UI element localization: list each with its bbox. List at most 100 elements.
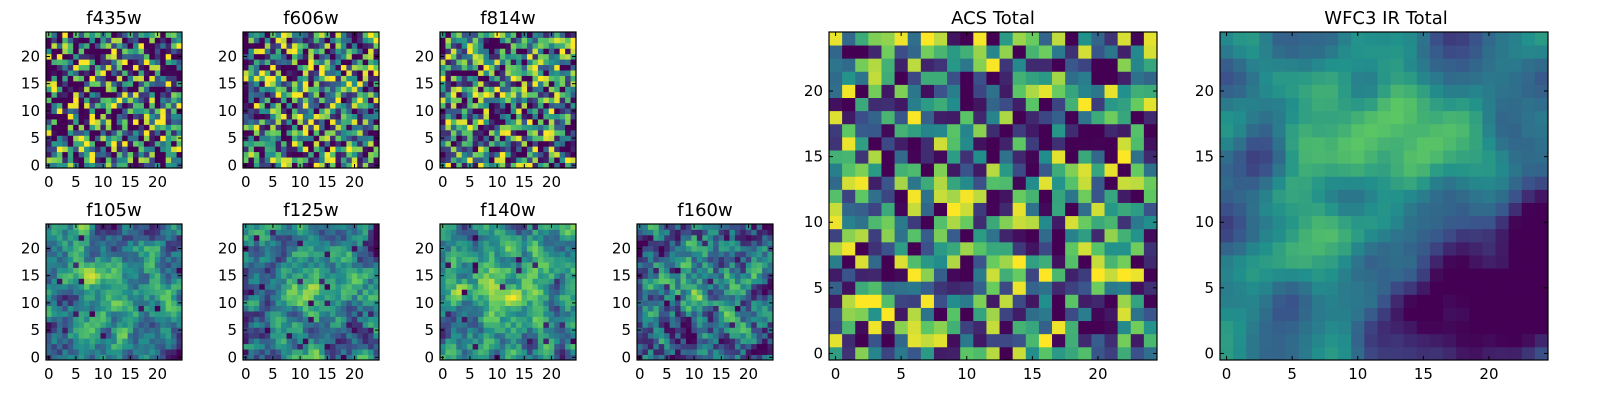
heatmap-cell <box>842 202 856 217</box>
heatmap-cell <box>696 349 703 355</box>
heatmap-cell <box>702 245 709 252</box>
heatmap-cell <box>154 140 161 147</box>
heatmap-cell <box>78 91 85 98</box>
heatmap-cell <box>154 283 161 290</box>
heatmap-cell <box>253 251 260 258</box>
heatmap-cell <box>1012 163 1027 177</box>
heatmap-cell <box>335 343 342 350</box>
heatmap-cell <box>357 162 364 169</box>
heatmap-cell <box>89 272 96 279</box>
heatmap-cell <box>740 327 747 334</box>
heatmap-cell <box>362 146 369 153</box>
heatmap-cell <box>176 157 183 163</box>
heatmap-cell <box>740 224 747 230</box>
heatmap-cell <box>658 262 665 268</box>
heatmap-cell <box>111 129 118 136</box>
heatmap-cell <box>461 70 468 76</box>
heatmap-cell <box>702 294 709 301</box>
heatmap-cell <box>100 140 107 147</box>
heatmap-cell <box>78 151 85 158</box>
heatmap-cell <box>456 338 463 345</box>
heatmap-cell <box>143 240 150 247</box>
heatmap-cell <box>111 102 118 109</box>
heatmap-cell <box>340 32 347 38</box>
heatmap-cell <box>264 272 271 279</box>
heatmap-cell <box>756 245 763 252</box>
heatmap-cell <box>494 305 501 312</box>
heatmap-cell <box>461 338 468 345</box>
heatmap-cell <box>264 354 271 361</box>
heatmap-cell <box>56 338 63 345</box>
heatmap-cell <box>751 278 758 285</box>
heatmap-cell <box>478 311 484 317</box>
heatmap-cell <box>313 53 320 60</box>
heatmap-cell <box>297 311 304 317</box>
heatmap-cell <box>116 42 123 49</box>
heatmap-cell <box>543 102 550 109</box>
heatmap-cell <box>105 332 112 339</box>
heatmap-cell <box>243 75 249 82</box>
heatmap-cell <box>751 349 758 355</box>
heatmap-cell <box>669 234 676 241</box>
heatmap-cell <box>351 157 358 163</box>
heatmap-cell <box>532 102 539 109</box>
heatmap-cell <box>259 70 266 76</box>
heatmap-cell <box>319 146 325 153</box>
heatmap-cell <box>881 215 895 230</box>
heatmap-cell <box>734 229 741 236</box>
heatmap-cell <box>330 140 336 147</box>
heatmap-cell <box>488 162 495 169</box>
heatmap-cell <box>270 338 277 345</box>
heatmap-cell <box>1117 307 1132 322</box>
heatmap-cell <box>56 80 63 87</box>
heatmap-cell <box>1091 189 1105 203</box>
heatmap-cell <box>351 343 358 350</box>
heatmap-cell <box>105 229 112 236</box>
heatmap-cell <box>176 321 183 328</box>
heatmap-cell <box>510 256 517 263</box>
heatmap-cell <box>456 108 463 114</box>
heatmap-cell <box>324 278 331 285</box>
heatmap-cell <box>450 42 457 49</box>
heatmap-cell <box>56 289 63 296</box>
heatmap-cell <box>565 278 571 285</box>
heatmap-cell <box>116 245 123 252</box>
heatmap-cell <box>270 59 277 66</box>
heatmap-cell <box>570 113 577 120</box>
heatmap-cell <box>642 229 649 236</box>
heatmap-cell <box>270 343 277 350</box>
heatmap-cell <box>669 349 676 355</box>
heatmap-cell <box>243 321 249 328</box>
heatmap-cell <box>362 151 369 158</box>
heatmap-cell <box>270 316 277 323</box>
heatmap-cell <box>291 289 298 296</box>
heatmap-cell <box>933 294 948 308</box>
heatmap-cell <box>456 354 463 361</box>
heatmap-cell <box>368 135 374 142</box>
heatmap-cell <box>907 307 922 322</box>
heatmap-cell <box>67 262 74 268</box>
heatmap-cell <box>138 102 145 109</box>
heatmap-cell <box>920 268 935 282</box>
heatmap-cell <box>171 316 177 323</box>
heatmap-cell <box>691 332 698 339</box>
heatmap-cell <box>450 91 457 98</box>
heatmap-cell <box>313 294 320 301</box>
heatmap-cell <box>478 349 484 355</box>
heatmap-cell <box>340 349 347 355</box>
heatmap-cell <box>494 316 501 323</box>
heatmap-cell <box>664 256 671 263</box>
heatmap-cell <box>143 97 150 104</box>
heatmap-cell <box>713 278 719 285</box>
heatmap-cell <box>275 262 282 268</box>
heatmap-cell <box>647 267 654 274</box>
heatmap-cell <box>510 75 517 82</box>
heatmap-cell <box>685 305 692 312</box>
heatmap-cell <box>56 75 63 82</box>
heatmap-cell <box>51 37 58 44</box>
heatmap-cell <box>516 97 522 104</box>
heatmap-cell <box>171 229 177 236</box>
heatmap-cell <box>275 251 282 258</box>
heatmap-cell <box>894 268 909 282</box>
heatmap-cell <box>270 135 277 142</box>
